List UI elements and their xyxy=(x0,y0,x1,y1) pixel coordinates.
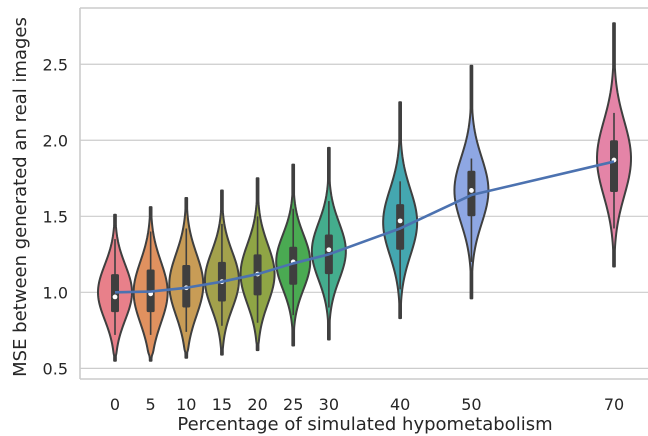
y-tick-label: 1.0 xyxy=(43,283,68,302)
violin-iqr-box xyxy=(610,140,618,192)
violin-iqr-box xyxy=(467,170,476,217)
x-tick-label: 50 xyxy=(461,395,481,414)
y-axis-label: MSE between generated an real images xyxy=(10,17,31,377)
x-tick-label: 10 xyxy=(176,395,196,414)
violin-median-dot xyxy=(397,218,403,224)
x-tick-label: 70 xyxy=(604,395,624,414)
x-tick-label: 30 xyxy=(319,395,339,414)
violin-iqr-box xyxy=(396,204,405,250)
y-tick-labels: 0.5 1.0 1.5 2.0 2.5 xyxy=(43,55,68,378)
x-tick-label: 5 xyxy=(146,395,156,414)
x-tick-label: 40 xyxy=(390,395,410,414)
mean-trend-line xyxy=(114,160,615,294)
y-tick-label: 1.5 xyxy=(43,207,68,226)
violin-median-dot xyxy=(326,247,332,253)
y-tick-label: 2.0 xyxy=(43,131,68,150)
x-tick-label: 20 xyxy=(247,395,267,414)
x-axis-label: Percentage of simulated hypometabolism xyxy=(177,414,552,435)
y-gridlines xyxy=(80,63,648,369)
violin-iqr-box xyxy=(289,246,298,285)
x-tick-label: 0 xyxy=(110,395,120,414)
x-tick-labels: 0 5 10 15 20 25 30 40 50 70 xyxy=(110,395,624,414)
violin-iqr-box xyxy=(111,274,119,313)
violin-median-dot xyxy=(469,188,474,193)
mean-line xyxy=(114,160,615,294)
violin-median-dot xyxy=(112,294,118,300)
violin-series xyxy=(97,22,632,362)
box-markers xyxy=(111,112,618,335)
x-tick-label: 15 xyxy=(212,395,232,414)
plot-frame xyxy=(79,7,648,380)
x-tick-label: 25 xyxy=(283,395,303,414)
y-tick-label: 2.5 xyxy=(43,55,68,74)
y-tick-label: 0.5 xyxy=(43,359,68,378)
